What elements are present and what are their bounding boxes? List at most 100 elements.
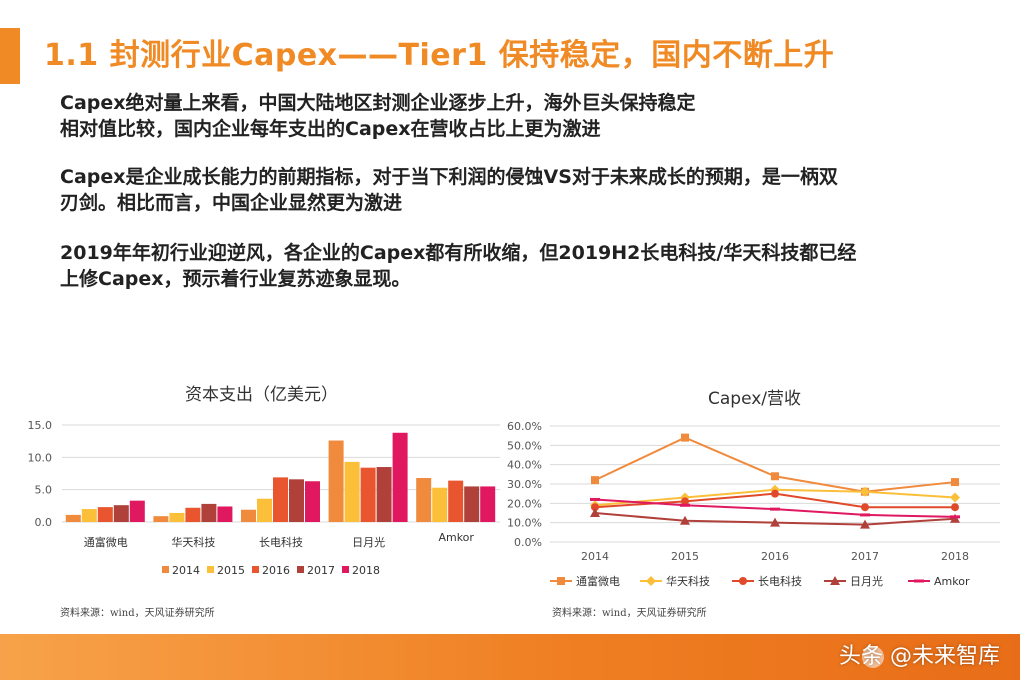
bar (97, 507, 113, 522)
accent-bar (0, 28, 20, 84)
y-tick-label: 20.0% (507, 497, 542, 510)
bar (305, 481, 320, 522)
bar (360, 467, 376, 522)
y-tick-label: 50.0% (507, 439, 542, 452)
bar (113, 505, 129, 522)
data-point (770, 507, 780, 511)
bar (257, 498, 272, 522)
legend-swatch (207, 566, 214, 573)
x-tick-label: 2017 (851, 550, 879, 563)
legend-label: 2016 (262, 564, 290, 577)
capex-bar-chart: 0.0 5.0 10.0 15.0 通富微电 华天科技 长电科技 日月光 Amkor 2014 20… (28, 419, 500, 577)
paragraph-2: Capex是企业成长能力的前期指标，对于当下利润的侵蚀VS对于未来成长的预期，是… (60, 164, 960, 216)
bar (201, 503, 217, 522)
legend-label: Amkor (934, 575, 970, 588)
paragraph-1: Capex绝对量上来看，中国大陆地区封测企业逐步上升，海外巨头保持稳定 相对值比… (60, 90, 960, 142)
legend-label: 2014 (172, 564, 200, 577)
legend-label: 2018 (352, 564, 380, 577)
x-tick-label: 通富微电 (84, 535, 128, 549)
y-tick-label: 60.0% (507, 420, 542, 433)
bar (129, 500, 145, 522)
legend-label: 长电科技 (758, 574, 802, 588)
data-point (771, 472, 779, 481)
paragraph-line: 上修Capex，预示着行业复苏迹象显现。 (60, 268, 411, 290)
data-point (951, 503, 959, 512)
legend-label: 2015 (217, 564, 245, 577)
y-tick-label: 40.0% (507, 459, 542, 472)
x-tick-label: 2014 (581, 550, 609, 563)
x-tick-label: 华天科技 (171, 535, 215, 549)
legend-label: 通富微电 (576, 574, 620, 588)
legend-swatch (162, 566, 169, 573)
data-point (680, 503, 690, 507)
data-point (680, 515, 690, 525)
data-point (951, 478, 959, 487)
y-tick-label: 10.0% (507, 517, 542, 530)
legend-swatch (252, 566, 259, 573)
y-tick-label: 10.0 (28, 451, 53, 464)
source-note: 资料来源：wind，天风证券研究所 (552, 608, 707, 619)
y-tick-label: 15.0 (28, 419, 53, 432)
data-point (860, 486, 870, 497)
bar (153, 516, 169, 522)
data-point (860, 513, 870, 517)
legend-marker (830, 576, 840, 585)
bar (464, 486, 480, 522)
bar (416, 478, 432, 522)
paragraph-line: 相对值比较，国内企业每年支出的Capex在营收占比上更为激进 (60, 118, 601, 140)
bar (273, 477, 288, 522)
data-point (771, 489, 779, 498)
legend-label: 2017 (307, 564, 335, 577)
bar (217, 506, 233, 522)
watermark: 头条 @未来智库 (839, 644, 1000, 669)
data-point (681, 433, 689, 442)
data-point (590, 508, 600, 517)
y-tick-label: 0.0% (514, 536, 542, 549)
bar (185, 507, 201, 522)
legend-label: 华天科技 (666, 574, 710, 588)
paragraph-line: 刃剑。相比而言，中国企业显然更为激进 (60, 192, 403, 214)
x-tick-label: Amkor (438, 531, 474, 544)
logo-icon (862, 646, 884, 668)
x-tick-label: 2018 (941, 550, 969, 563)
bar (169, 512, 185, 522)
legend-marker (739, 577, 747, 585)
slide-title: 1.1 封测行业Capex——Tier1 保持稳定，国内不断上升 (44, 38, 835, 73)
legend-marker (914, 579, 924, 583)
x-tick-label: 长电科技 (259, 535, 303, 549)
capex-ratio-line-chart: 0.0% 10.0% 20.0% 30.0% 40.0% 50.0% 60.0% 2014 20… (507, 420, 1000, 588)
bar (289, 479, 304, 522)
legend-swatch (342, 566, 349, 573)
paragraph-line: Capex是企业成长能力的前期指标，对于当下利润的侵蚀VS对于未来成长的预期，是… (60, 166, 838, 188)
bar (448, 480, 464, 522)
bar (344, 461, 360, 522)
paragraph-line: Capex绝对量上来看，中国大陆地区封测企业逐步上升，海外巨头保持稳定 (60, 92, 696, 114)
data-point (950, 515, 960, 519)
bar (392, 432, 408, 522)
data-point (860, 519, 870, 529)
legend-swatch (297, 566, 304, 573)
capex-ratio-chart-title: Capex/营收 (708, 389, 802, 409)
y-tick-label: 30.0% (507, 478, 542, 491)
x-tick-label: 2015 (671, 550, 699, 563)
bar (480, 486, 496, 522)
data-point (590, 497, 600, 501)
legend-label: 日月光 (850, 574, 883, 588)
paragraph-line: 2019年年初行业迎逆风，各企业的Capex都有所收缩，但2019H2长电科技/… (60, 242, 857, 264)
data-point (950, 492, 960, 503)
bar (65, 514, 81, 522)
data-point (591, 476, 599, 485)
bar (241, 509, 256, 522)
x-tick-label: 日月光 (352, 535, 385, 549)
footer-band (0, 634, 1020, 680)
bar (81, 509, 97, 522)
paragraph-3: 2019年年初行业迎逆风，各企业的Capex都有所收缩，但2019H2长电科技/… (60, 240, 960, 292)
data-point (770, 517, 780, 527)
bar (432, 487, 448, 522)
data-point (591, 503, 599, 512)
capex-chart-title: 资本支出（亿美元） (185, 385, 338, 405)
legend-marker (557, 577, 565, 585)
bar (376, 467, 392, 522)
data-point (861, 503, 869, 512)
data-point (681, 497, 689, 506)
